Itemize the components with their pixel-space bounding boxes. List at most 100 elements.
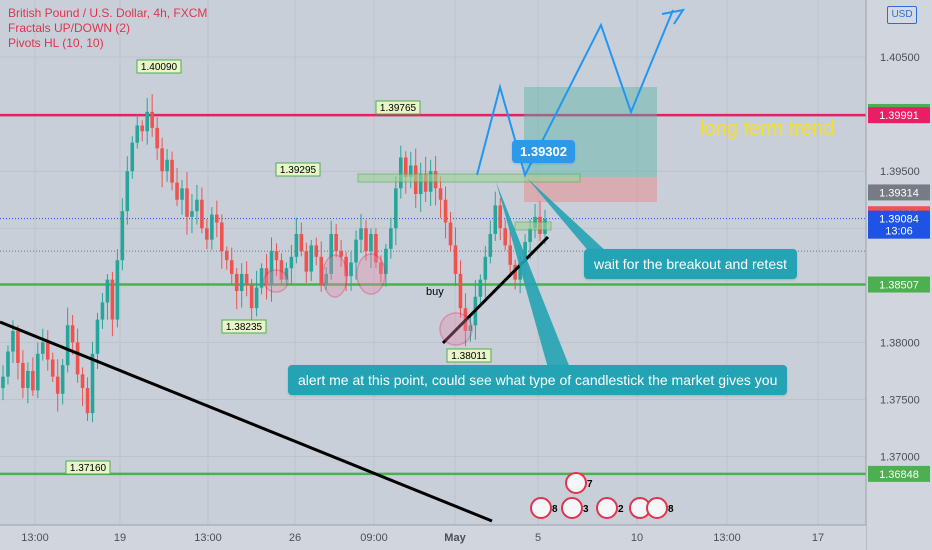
candle-body: [244, 273, 249, 286]
candle-body: [210, 214, 214, 240]
candle-body: [45, 342, 50, 360]
candle-body: [160, 148, 164, 172]
event-count: 8: [668, 504, 674, 515]
candle-body: [359, 228, 363, 240]
price-tick-label: 1.37500: [880, 394, 920, 406]
candle-body: [344, 256, 348, 277]
candle-body: [324, 273, 329, 286]
price-badge: [868, 465, 930, 482]
candle-body: [150, 111, 154, 128]
candle-body: [438, 188, 443, 200]
target-label: 1.39302: [512, 140, 575, 163]
callout-alert: alert me at this point, could see what t…: [288, 365, 788, 395]
candle-body: [115, 260, 120, 320]
time-axis-panel: [0, 525, 866, 550]
candle-body: [349, 262, 353, 277]
candle-body: [36, 353, 40, 391]
time-axis[interactable]: 13:00 19 13:00 26 09:00 May 5 10 13:00 17: [0, 524, 866, 550]
candle-body: [398, 157, 403, 189]
price-tick-label: 1.39500: [880, 166, 920, 178]
price-axis[interactable]: 1.405001.395001.390001.380001.375001.370…: [865, 0, 932, 550]
candle-body: [80, 374, 85, 389]
candle-body: [453, 245, 458, 274]
candle-body: [379, 262, 383, 274]
price-tick-label: 1.40500: [880, 52, 920, 64]
price-badge-label: 1.36848: [879, 469, 919, 481]
candle-body: [443, 199, 448, 223]
horizontal-levels: [0, 113, 866, 476]
currency-button[interactable]: USD: [887, 6, 917, 24]
candle-body: [289, 256, 294, 269]
economic-events: 8 3 2 8 7: [530, 472, 674, 519]
candle-body: [90, 353, 95, 414]
candle-body: [95, 319, 100, 354]
candle-body: [135, 125, 140, 143]
pivot-label: 1.39765: [380, 103, 417, 114]
candle-body: [40, 342, 45, 354]
candle-body: [478, 279, 483, 297]
callout-pointer-alert: [496, 182, 570, 368]
highlight-ellipse: [439, 312, 473, 346]
event-count: 7: [587, 479, 593, 490]
candle-body: [239, 273, 244, 292]
candle-body: [55, 376, 60, 394]
candle-body: [6, 351, 10, 377]
candle-body: [16, 330, 20, 363]
pivot-label-box: [65, 460, 111, 475]
time-tick-label: 13:00: [194, 532, 222, 544]
callout-pointer-breakout: [527, 178, 608, 253]
candle-body: [314, 245, 319, 257]
candle-body: [60, 365, 65, 394]
candle-body: [528, 228, 532, 242]
candle-body: [175, 182, 179, 200]
pivot-label: 1.38235: [226, 322, 263, 333]
candle-body: [498, 205, 503, 229]
candle-body: [224, 251, 229, 261]
candle-body: [85, 388, 90, 414]
candle-body: [369, 233, 373, 252]
candle-body: [523, 241, 527, 263]
price-badge-label: 1.39314: [879, 187, 919, 199]
retest-zone: [357, 173, 581, 183]
candle-body: [249, 285, 254, 309]
event-count: 8: [552, 504, 558, 515]
candle-body: [418, 173, 423, 195]
time-tick-label: 10: [631, 532, 643, 544]
candle-body: [65, 325, 70, 366]
pivot-label-box: [375, 100, 421, 115]
candle-body: [26, 370, 30, 389]
candle-body: [269, 251, 274, 286]
candle-body: [294, 233, 299, 257]
event-marker: [561, 497, 583, 519]
candle-body: [130, 142, 135, 172]
candle-body: [100, 302, 105, 320]
candle-body: [468, 325, 473, 331]
candle-body: [11, 330, 15, 352]
price-badge-countdown: 13:06: [885, 226, 913, 238]
event-marker: [596, 497, 618, 519]
highlight-ellipse: [356, 253, 386, 295]
candle-body: [264, 268, 269, 286]
legend-fractals: Fractals UP/DOWN (2): [8, 21, 131, 35]
candle-body: [110, 279, 115, 320]
candle-body: [21, 362, 25, 389]
candle-body: [125, 171, 130, 212]
candle-body: [394, 188, 398, 229]
candle-body: [364, 228, 368, 252]
projection-arrowhead: [661, 8, 686, 25]
candle-body: [389, 228, 393, 249]
time-tick-label: 17: [812, 532, 824, 544]
pivot-label-box: [221, 319, 267, 334]
candle-body: [374, 233, 378, 263]
time-tick-label: 09:00: [360, 532, 388, 544]
candle-body: [354, 239, 358, 263]
time-tick-label: 5: [535, 532, 541, 544]
time-tick-label: 19: [114, 532, 126, 544]
candle-body: [200, 199, 204, 229]
pivot-labels: 1.40090 1.39765 1.39295 1.38235 1.38011 1.371…: [65, 59, 492, 475]
highlight-ellipse: [263, 269, 289, 293]
time-tick-label: 13:00: [21, 532, 49, 544]
candle-body: [31, 370, 35, 391]
candle-body: [234, 273, 239, 292]
candle-body: [503, 228, 508, 246]
